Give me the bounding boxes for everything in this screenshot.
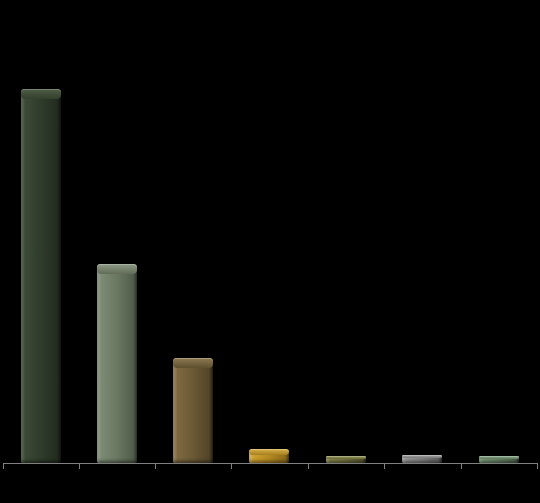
x-tick	[155, 463, 156, 469]
bar-top	[173, 358, 213, 368]
x-tick	[384, 463, 385, 469]
bar-top	[326, 456, 366, 459]
bar	[249, 449, 289, 463]
bar-face	[21, 89, 61, 463]
bar	[402, 455, 442, 463]
x-tick	[231, 463, 232, 469]
bar-face	[173, 358, 213, 463]
bar	[97, 264, 137, 463]
bar-top	[479, 456, 519, 459]
bar-top	[21, 89, 61, 99]
x-tick	[537, 463, 538, 469]
bar-top	[97, 264, 137, 274]
bar-face	[97, 264, 137, 463]
x-tick	[308, 463, 309, 469]
bar	[21, 89, 61, 463]
bar	[326, 456, 366, 463]
x-tick	[461, 463, 462, 469]
bar-chart	[0, 0, 540, 503]
x-tick	[79, 463, 80, 469]
bar-top	[249, 449, 289, 455]
x-tick	[3, 463, 4, 469]
bar	[173, 358, 213, 463]
bar-top	[402, 455, 442, 458]
bar	[479, 456, 519, 463]
x-axis	[3, 463, 537, 464]
